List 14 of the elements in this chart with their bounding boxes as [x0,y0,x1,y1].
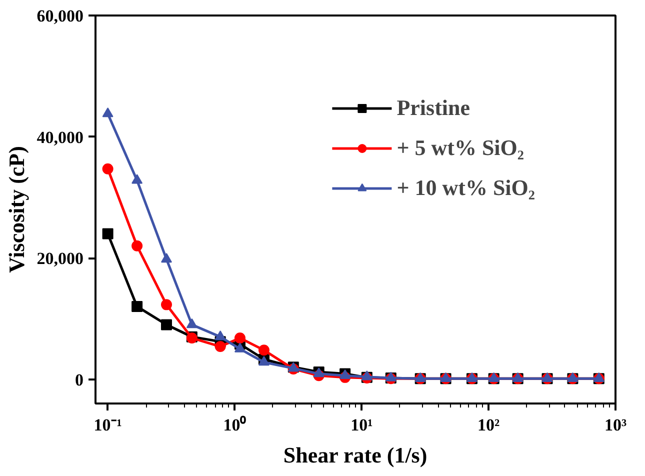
x-tick-label: 10⁰ [223,416,246,434]
y-tick-label: 40,000 [36,128,84,147]
x-tick-label: 10¹ [350,416,373,434]
y-tick-label: 20,000 [36,249,84,268]
y-axis-title: Viscosity (cP) [4,146,29,273]
x-axis-title: Shear rate (1/s) [283,442,428,468]
legend-label: + 10 wt% SiO₂ [396,175,535,201]
x-tick-label: 10³ [604,416,627,434]
y-tick-label: 0 [75,370,84,390]
x-tick-label: 10² [478,416,500,434]
legend-label: + 5 wt% SiO₂ [396,135,524,161]
legend-label: Pristine [396,95,470,121]
y-tick-label: 60,000 [36,6,84,26]
x-tick-label: 10⁻¹ [94,416,122,434]
